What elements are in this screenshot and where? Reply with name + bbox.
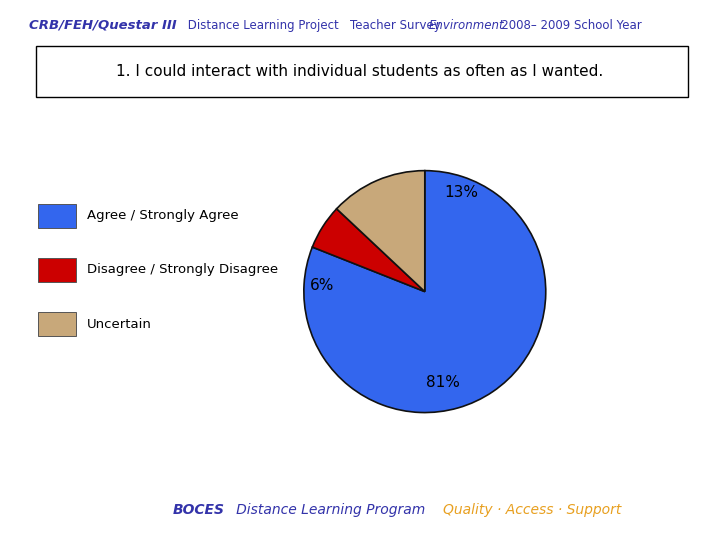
Text: Disagree / Strongly Disagree: Disagree / Strongly Disagree [87, 264, 278, 276]
Text: CRB/FEH/Questar III: CRB/FEH/Questar III [29, 19, 176, 32]
Text: Environment: Environment [428, 19, 504, 32]
Text: 2008– 2009 School Year: 2008– 2009 School Year [490, 19, 642, 32]
Text: Distance Learning Program: Distance Learning Program [223, 503, 438, 517]
FancyBboxPatch shape [38, 258, 76, 282]
Text: 81%: 81% [426, 375, 460, 390]
Text: Agree / Strongly Agree: Agree / Strongly Agree [87, 210, 239, 222]
FancyBboxPatch shape [38, 312, 76, 336]
Text: Quality · Access · Support: Quality · Access · Support [443, 503, 621, 517]
Text: BOCES: BOCES [173, 503, 225, 517]
FancyBboxPatch shape [38, 204, 76, 228]
Text: 13%: 13% [444, 185, 478, 200]
Text: Uncertain: Uncertain [87, 318, 152, 330]
FancyBboxPatch shape [36, 46, 688, 97]
Text: 6%: 6% [310, 278, 334, 293]
Text: Distance Learning Project   Teacher Survey: Distance Learning Project Teacher Survey [184, 19, 451, 32]
Wedge shape [304, 171, 546, 413]
Wedge shape [312, 209, 425, 292]
Wedge shape [337, 171, 425, 292]
Text: 1. I could interact with individual students as often as I wanted.: 1. I could interact with individual stud… [117, 64, 603, 79]
